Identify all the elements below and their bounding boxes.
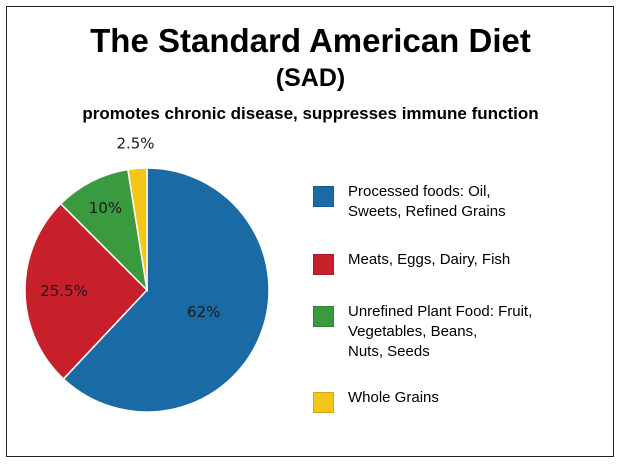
- legend-label: Unrefined Plant Food: Fruit, Vegetables,…: [348, 303, 533, 360]
- chart-subtitle: promotes chronic disease, suppresses imm…: [82, 104, 539, 123]
- slice-processed-foods: [62, 167, 270, 413]
- slice-whole-grains: [127, 167, 148, 291]
- slide-frame: [6, 6, 614, 457]
- slice-meats-eggs-dairy-fish: [24, 202, 149, 380]
- chart-title: The Standard American Diet: [90, 22, 531, 59]
- legend-label: Meats, Eggs, Dairy, Fish: [348, 251, 511, 268]
- legend-swatch: [313, 186, 334, 207]
- slice-label-whole-grains: 2.5%: [116, 135, 154, 153]
- slice-unrefined-plant-food: [59, 168, 149, 293]
- legend-label: Processed foods: Oil, Sweets, Refined Gr…: [348, 183, 506, 220]
- slice-label-meats-eggs-dairy-fish: 25.5%: [40, 282, 88, 300]
- legend-swatch: [313, 306, 334, 327]
- slice-label-processed-foods: 62%: [187, 303, 220, 321]
- legend-label: Whole Grains: [348, 389, 439, 406]
- legend-swatch: [313, 392, 334, 413]
- legend-swatch: [313, 254, 334, 275]
- slice-label-unrefined-plant-food: 10%: [89, 199, 122, 217]
- chart-title-abbreviation: (SAD): [275, 64, 346, 92]
